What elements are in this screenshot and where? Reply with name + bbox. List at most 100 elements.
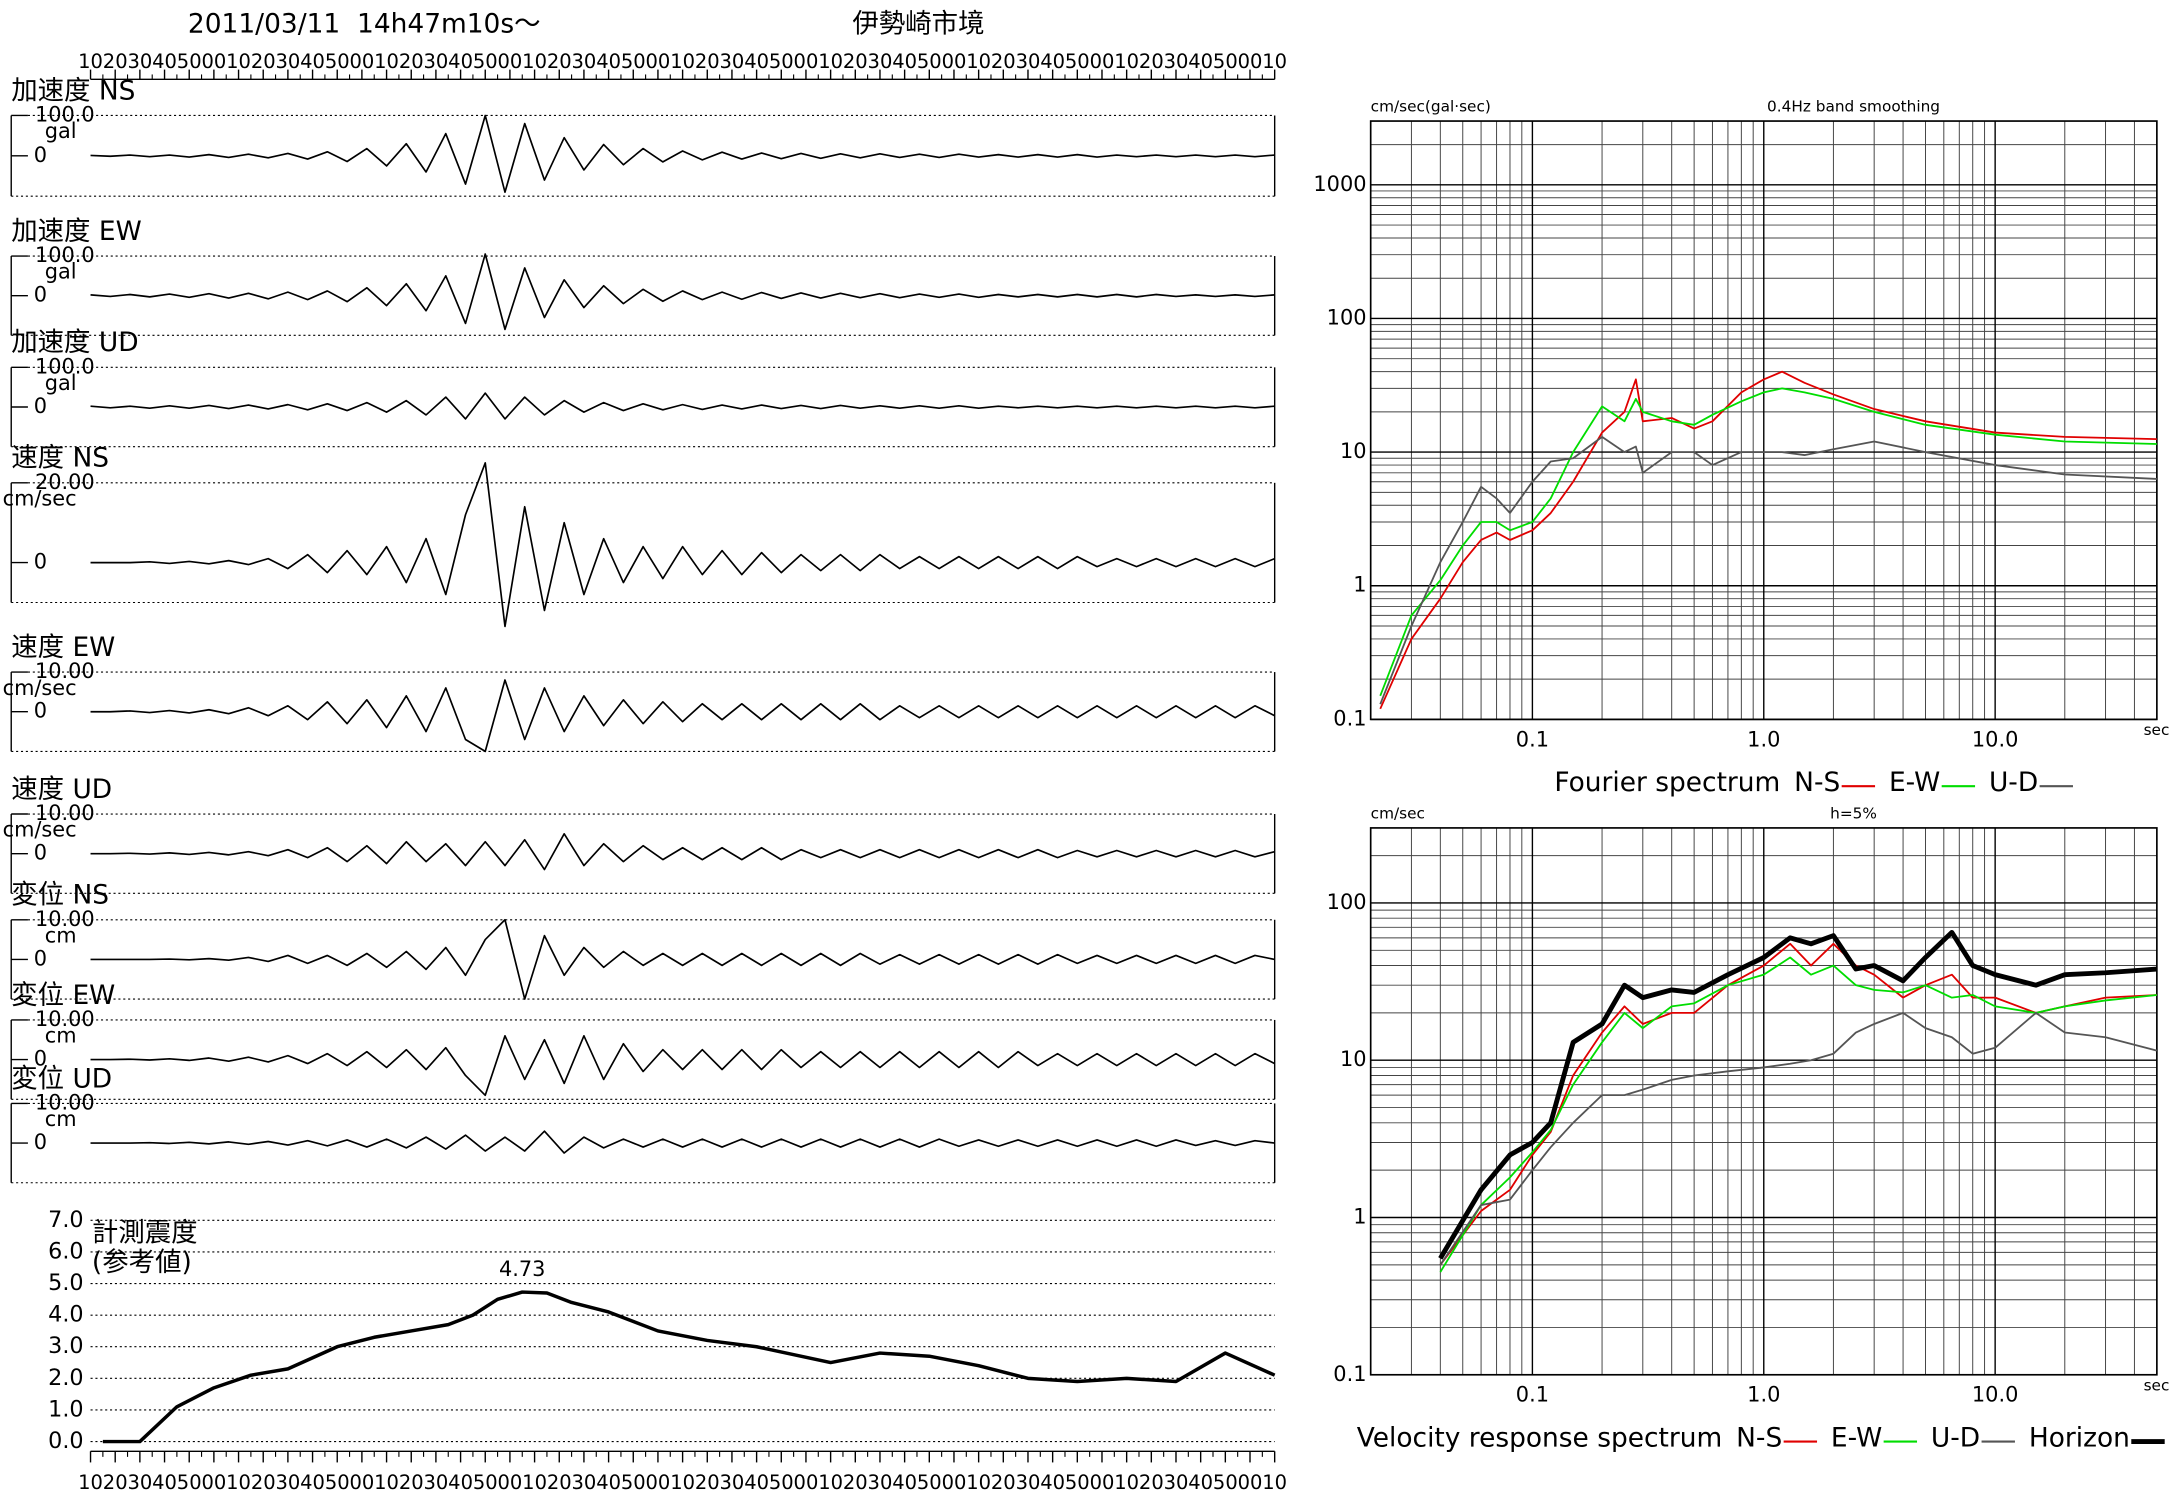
y-tick-label: 5.0 bbox=[48, 1270, 83, 1296]
waveform bbox=[90, 392, 1275, 420]
time-tick-label: 00 bbox=[794, 50, 819, 73]
time-tick-label: 00 bbox=[498, 1471, 523, 1494]
time-tick-label: 10 bbox=[226, 50, 251, 73]
time-tick-label: 30 bbox=[1016, 50, 1041, 73]
y-tick-label: 6.0 bbox=[48, 1238, 83, 1264]
time-tick-label: 40 bbox=[892, 1471, 917, 1494]
trace-zero-label: 0 bbox=[34, 1047, 47, 1071]
time-tick-label: 00 bbox=[1090, 50, 1115, 73]
time-tick-label: 00 bbox=[942, 50, 967, 73]
station-name: 伊勢崎市境 bbox=[852, 9, 984, 40]
trace-title: 変位 EW bbox=[11, 980, 115, 1011]
y-tick-label: 100 bbox=[1327, 305, 1367, 329]
time-tick-label: 20 bbox=[251, 50, 276, 73]
trace-zero-label: 0 bbox=[34, 699, 47, 723]
trace-unit: cm bbox=[45, 923, 77, 947]
legend-label: N-S bbox=[1794, 767, 1840, 798]
time-tick-label: 50 bbox=[621, 50, 646, 73]
time-tick-label: 50 bbox=[1213, 1471, 1238, 1494]
time-tick-label: 50 bbox=[473, 1471, 498, 1494]
waveform bbox=[90, 1034, 1276, 1097]
time-tick-label: 20 bbox=[1139, 1471, 1164, 1494]
x-tick-label: 1.0 bbox=[1747, 1383, 1780, 1407]
time-tick-label: 20 bbox=[399, 50, 424, 73]
spectrum-line bbox=[1379, 435, 2157, 705]
time-tick-label: 40 bbox=[448, 50, 473, 73]
x-tick-label: 0.1 bbox=[1516, 1383, 1549, 1407]
time-tick-label: 10 bbox=[78, 50, 103, 73]
trace-top-label: 10.00 bbox=[35, 1090, 95, 1114]
trace-title: 加速度 NS bbox=[11, 75, 135, 106]
time-tick-label: 00 bbox=[942, 1471, 967, 1494]
waveform bbox=[90, 918, 1275, 1000]
record-time: 2011/03/11 14h47m10s〜 bbox=[188, 9, 541, 40]
trace-unit: cm/sec bbox=[3, 487, 77, 511]
x-tick-label: 10.0 bbox=[1972, 1383, 2018, 1407]
time-tick-label: 30 bbox=[868, 50, 893, 73]
trace-unit: cm bbox=[45, 1107, 77, 1131]
spectrum-line bbox=[1438, 929, 2158, 1260]
x-tick-label: 1.0 bbox=[1747, 727, 1780, 751]
time-tick-label: 10 bbox=[374, 1471, 399, 1494]
x-axis-unit: sec bbox=[2144, 721, 2170, 739]
trace-top-label: 10.00 bbox=[35, 801, 95, 825]
y-tick-label: 4.0 bbox=[48, 1302, 83, 1328]
time-tick-label: 50 bbox=[1213, 50, 1238, 73]
time-tick-label: 20 bbox=[843, 1471, 868, 1494]
time-tick-label: 10 bbox=[670, 50, 695, 73]
time-tick-label: 20 bbox=[547, 1471, 572, 1494]
intensity-subtitle: (参考値) bbox=[92, 1247, 192, 1278]
trace-zero-label: 0 bbox=[34, 946, 47, 970]
time-tick-label: 10 bbox=[818, 1471, 843, 1494]
time-tick-label: 30 bbox=[276, 50, 301, 73]
waveform bbox=[90, 114, 1275, 193]
y-tick-label: 0.0 bbox=[48, 1428, 83, 1454]
time-tick-label: 00 bbox=[1090, 1471, 1115, 1494]
y-tick-label: 1 bbox=[1353, 1204, 1366, 1228]
x-tick-label: 10.0 bbox=[1972, 727, 2018, 751]
legend-label: U-D bbox=[1989, 767, 2038, 798]
time-tick-label: 40 bbox=[1040, 1471, 1065, 1494]
trace-top-label: 10.00 bbox=[35, 907, 95, 931]
time-tick-label: 00 bbox=[646, 1471, 671, 1494]
x-axis-unit: sec bbox=[2144, 1376, 2170, 1394]
peak-label: 4.73 bbox=[499, 1257, 545, 1281]
time-tick-label: 10 bbox=[78, 1471, 103, 1494]
time-tick-label: 50 bbox=[917, 1471, 942, 1494]
time-tick-label: 30 bbox=[572, 50, 597, 73]
time-tick-label: 20 bbox=[103, 1471, 128, 1494]
time-tick-label: 50 bbox=[325, 50, 350, 73]
time-tick-label: 10 bbox=[522, 1471, 547, 1494]
time-tick-label: 50 bbox=[621, 1471, 646, 1494]
time-tick-label: 10 bbox=[670, 1471, 695, 1494]
time-tick-label: 00 bbox=[201, 50, 226, 73]
time-tick-label: 10 bbox=[374, 50, 399, 73]
trace-zero-label: 0 bbox=[34, 143, 47, 167]
y-tick-label: 0.1 bbox=[1333, 1362, 1366, 1386]
trace-title: 速度 UD bbox=[11, 774, 112, 805]
y-tick-label: 2.0 bbox=[48, 1365, 83, 1391]
time-tick-label: 10 bbox=[1262, 50, 1287, 73]
time-tick-label: 40 bbox=[300, 1471, 325, 1494]
trace-zero-label: 0 bbox=[34, 1130, 47, 1154]
time-tick-label: 00 bbox=[794, 1471, 819, 1494]
time-tick-label: 20 bbox=[547, 50, 572, 73]
legend-title: Velocity response spectrum bbox=[1357, 1422, 1722, 1453]
trace-title: 加速度 UD bbox=[11, 327, 138, 358]
time-tick-label: 00 bbox=[646, 50, 671, 73]
y-axis-unit: cm/sec bbox=[1371, 805, 1425, 823]
y-tick-label: 1000 bbox=[1313, 172, 1366, 196]
trace-title: 速度 NS bbox=[11, 443, 109, 474]
trace-unit: cm/sec bbox=[3, 818, 77, 842]
time-tick-label: 20 bbox=[695, 1471, 720, 1494]
trace-top-label: 100.0 bbox=[35, 102, 95, 126]
time-tick-label: 30 bbox=[1164, 50, 1189, 73]
trace-top-label: 20.00 bbox=[35, 470, 95, 494]
time-tick-label: 30 bbox=[720, 1471, 745, 1494]
legend-label: Horizon bbox=[2029, 1422, 2130, 1453]
trace-unit: gal bbox=[45, 371, 77, 395]
time-tick-label: 20 bbox=[251, 1471, 276, 1494]
time-tick-label: 30 bbox=[1164, 1471, 1189, 1494]
